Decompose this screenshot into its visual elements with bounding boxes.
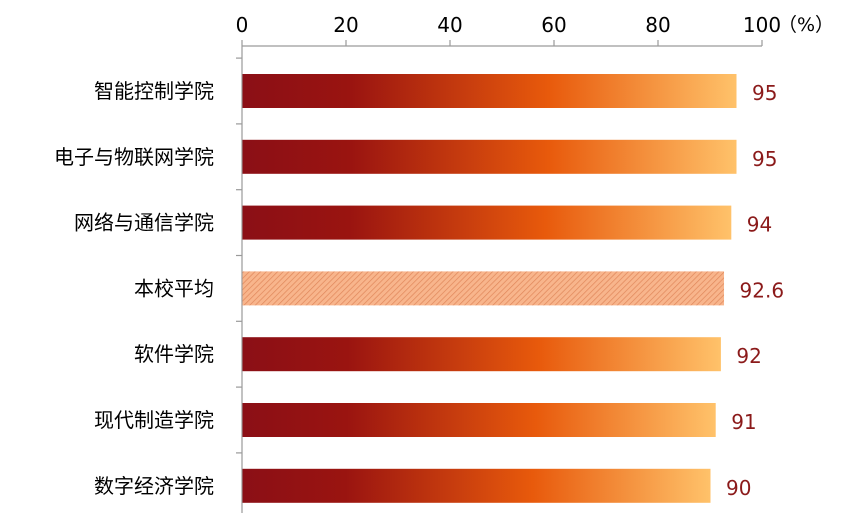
bar xyxy=(242,74,737,108)
value-label: 92.6 xyxy=(740,278,785,302)
x-tick-label: 40 xyxy=(437,13,462,37)
bar xyxy=(242,139,737,174)
bar xyxy=(242,337,721,372)
category-label: 软件学院 xyxy=(134,342,214,366)
category-label: 本校平均 xyxy=(134,276,214,300)
bar xyxy=(242,468,711,503)
category-label: 网络与通信学院 xyxy=(74,211,214,235)
x-tick-label: 20 xyxy=(333,13,358,37)
category-label: 现代制造学院 xyxy=(94,408,214,432)
category-label: 数字经济学院 xyxy=(94,474,214,498)
average-bar xyxy=(242,271,725,306)
value-label: 94 xyxy=(747,213,772,237)
category-label: 智能控制学院 xyxy=(94,79,214,103)
value-label: 95 xyxy=(752,81,777,105)
value-label: 92 xyxy=(736,344,761,368)
x-tick-label: 60 xyxy=(541,13,566,37)
x-tick-label: 100 xyxy=(743,13,781,37)
bar xyxy=(242,403,716,437)
bar xyxy=(242,205,732,240)
x-tick-label: 80 xyxy=(645,13,670,37)
value-label: 95 xyxy=(752,147,777,171)
value-label: 91 xyxy=(731,410,756,434)
x-tick-label: 0 xyxy=(236,13,249,37)
unit-label: （%） xyxy=(778,14,834,36)
category-label: 电子与物联网学院 xyxy=(54,145,214,169)
value-label: 90 xyxy=(726,476,751,500)
